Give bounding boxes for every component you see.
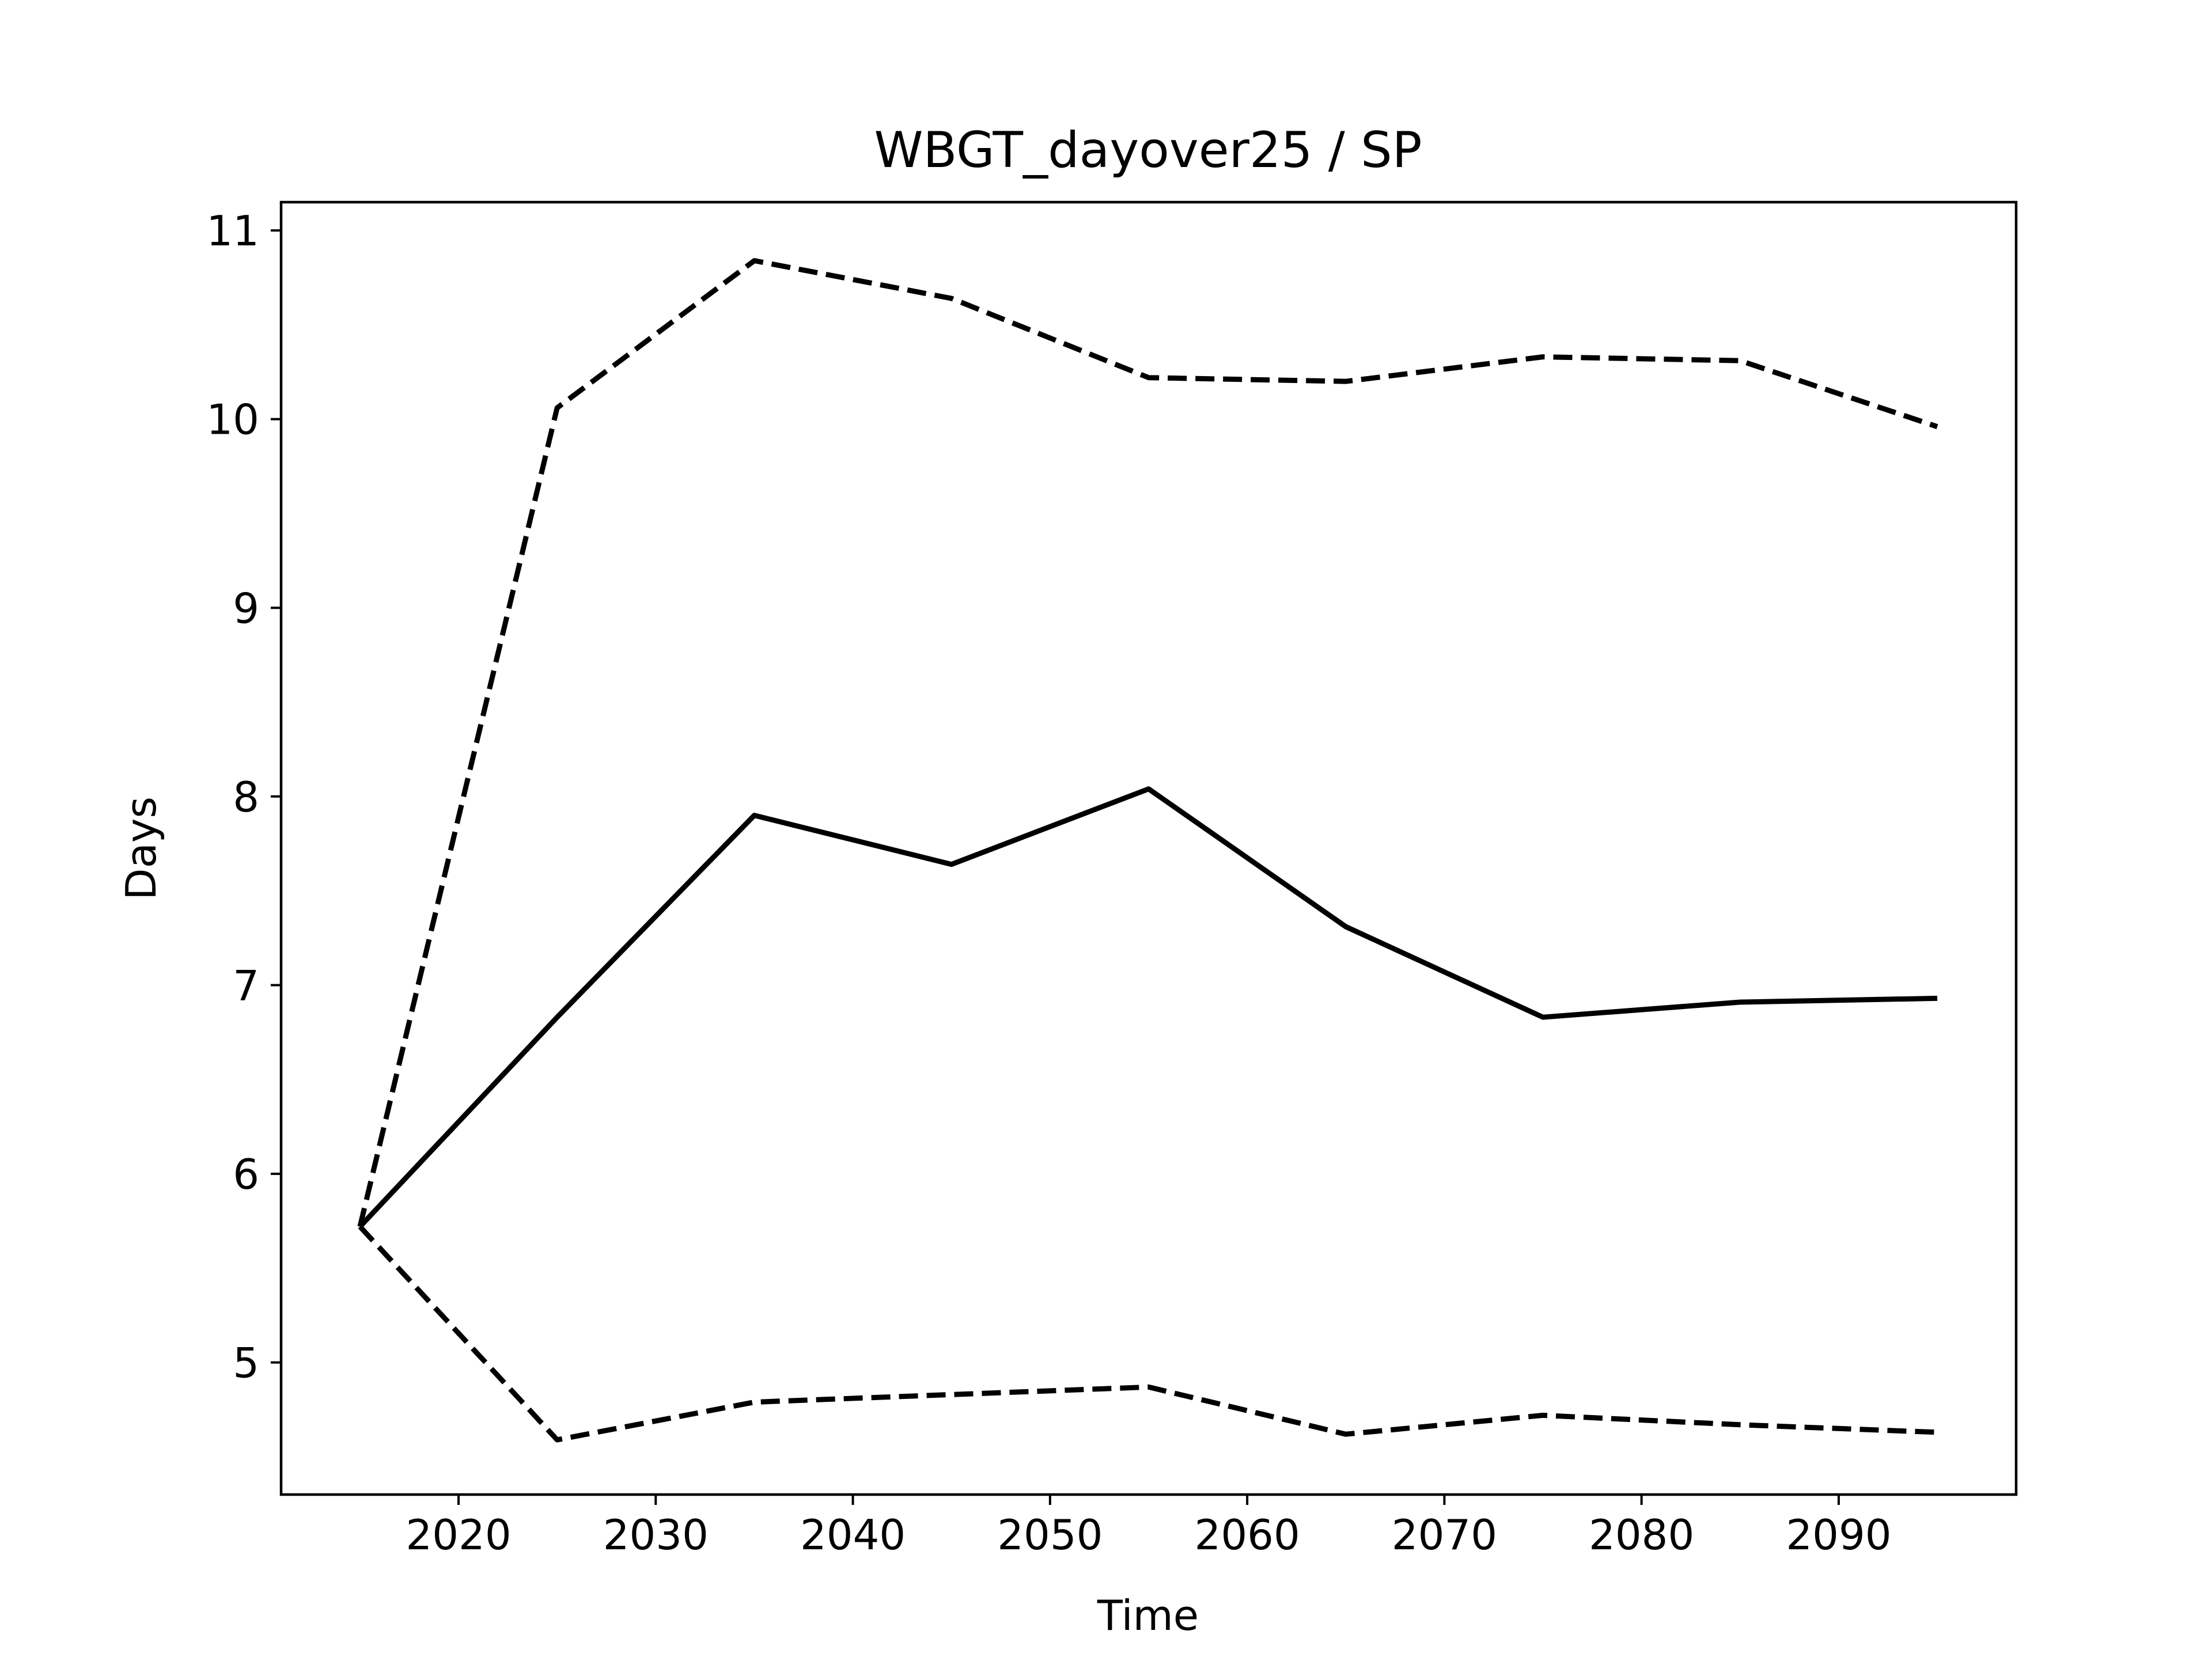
x-tick-label: 2060	[1195, 1511, 1300, 1559]
x-tick-label: 2040	[800, 1511, 906, 1559]
y-tick-label: 8	[233, 773, 259, 821]
series-line-1	[357, 258, 1938, 1227]
y-tick-label: 11	[206, 207, 259, 255]
x-tick-label: 2030	[603, 1511, 709, 1559]
x-tick-label: 2080	[1589, 1511, 1694, 1559]
x-tick-label: 2050	[997, 1511, 1103, 1559]
series-layer	[357, 258, 1938, 1443]
series-line-3	[358, 1224, 1938, 1443]
y-tick-label: 6	[233, 1150, 259, 1199]
y-tick-label: 9	[233, 584, 259, 632]
series-line-2	[358, 786, 1938, 1228]
x-tick-label: 2020	[406, 1511, 511, 1559]
y-axis-label: Days	[117, 797, 165, 900]
y-tick-label: 7	[233, 962, 259, 1010]
x-tick-label: 2070	[1392, 1511, 1497, 1559]
x-axis-label: Time	[1097, 1591, 1199, 1640]
x-tick-label: 2090	[1786, 1511, 1891, 1559]
y-tick-label: 5	[233, 1339, 259, 1387]
y-axis-ticks: 5 6 7 8 9 10 11	[206, 207, 281, 1387]
y-tick-label: 10	[206, 396, 259, 444]
chart-title: WBGT_dayover25 / SP	[874, 122, 1422, 179]
x-axis-ticks: 2020 2030 2040 2050 2060 2070 2080 2090	[406, 1495, 1892, 1559]
plot-frame	[279, 200, 2018, 1496]
